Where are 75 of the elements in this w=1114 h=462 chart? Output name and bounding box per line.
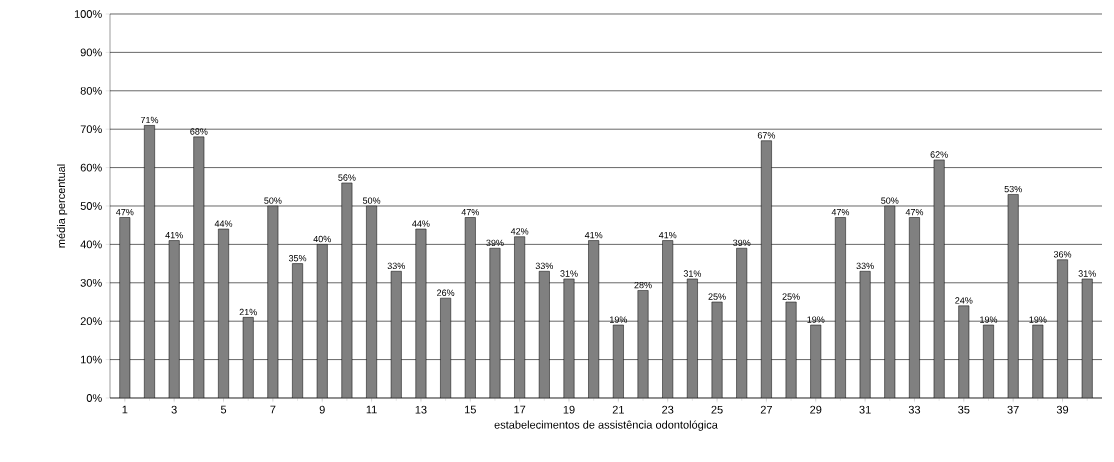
x-tick-label: 19 <box>563 405 575 414</box>
y-tick-label: 40% <box>80 240 102 249</box>
y-tick-label: 60% <box>80 163 102 172</box>
data-label: 47% <box>905 209 924 216</box>
data-label: 41% <box>658 232 677 239</box>
data-label: 33% <box>856 262 874 270</box>
data-label: 62% <box>930 151 948 158</box>
data-label: 36% <box>1053 251 1072 258</box>
y-tick-label: 0% <box>86 394 102 402</box>
data-label: 19% <box>980 316 998 323</box>
data-label: 47% <box>461 209 479 216</box>
data-label: 39% <box>733 239 751 247</box>
x-tick-label: 7 <box>270 405 276 414</box>
x-tick-label: 13 <box>415 405 427 414</box>
data-label: 42% <box>510 228 529 235</box>
data-label: 50% <box>881 197 899 204</box>
x-tick-label: 17 <box>514 405 526 414</box>
data-label: 71% <box>140 116 159 124</box>
bar <box>563 278 575 398</box>
y-tick-label: 100% <box>74 10 102 18</box>
data-label: 31% <box>560 270 578 277</box>
data-label: 39% <box>486 239 504 247</box>
x-tick-label: 11 <box>366 405 377 414</box>
data-label: 53% <box>1004 185 1022 193</box>
data-label: 24% <box>955 297 973 304</box>
data-label: 56% <box>338 174 356 181</box>
data-label: 33% <box>535 262 553 270</box>
x-tick-label: 5 <box>220 405 227 414</box>
y-axis-title: média percentual <box>56 164 68 248</box>
x-tick-label: 33 <box>908 405 921 414</box>
data-label: 19% <box>1029 316 1047 323</box>
x-tick-label: 35 <box>958 405 970 414</box>
data-label: 50% <box>264 197 282 204</box>
x-tick-label: 23 <box>662 405 674 414</box>
x-tick-label: 9 <box>319 405 325 414</box>
data-label: 41% <box>165 232 183 239</box>
data-label: 35% <box>288 255 307 262</box>
x-tick-label: 31 <box>859 405 871 414</box>
x-tick-label: 29 <box>810 405 822 414</box>
data-label: 67% <box>757 132 776 139</box>
data-label: 31% <box>683 270 702 277</box>
data-label: 28% <box>634 281 652 289</box>
data-label: 21% <box>239 308 257 316</box>
data-label: 26% <box>437 289 455 296</box>
x-tick-label: 3 <box>171 405 177 414</box>
data-label: 68% <box>190 128 208 135</box>
data-label: 25% <box>782 293 800 300</box>
data-label: 47% <box>831 209 850 216</box>
data-label: 33% <box>387 262 405 270</box>
x-tick-label: 39 <box>1056 405 1069 414</box>
y-tick-label: 50% <box>80 202 102 210</box>
y-tick-label: 70% <box>80 125 102 134</box>
y-tick-label: 10% <box>81 355 102 364</box>
data-label: 50% <box>362 197 381 204</box>
data-label: 44% <box>412 220 430 227</box>
data-label: 40% <box>313 235 331 243</box>
x-axis-title: estabelecimentos de assistência odontológica <box>494 420 718 431</box>
data-label: 41% <box>584 232 603 239</box>
y-tick-label: 30% <box>80 278 102 287</box>
data-label: 19% <box>807 316 825 323</box>
x-tick-label: 37 <box>1007 405 1019 414</box>
x-tick-label: 25 <box>711 405 723 414</box>
y-tick-label: 20% <box>80 317 102 326</box>
bar <box>637 290 649 398</box>
x-tick-label: 1 <box>122 405 128 414</box>
data-label: 47% <box>116 209 134 216</box>
data-label: 25% <box>708 293 726 300</box>
x-tick-label: 21 <box>612 405 624 414</box>
y-tick-label: 90% <box>80 48 102 57</box>
x-tick-label: 15 <box>465 405 476 414</box>
y-tick-label: 80% <box>80 86 102 95</box>
data-label: 44% <box>214 220 233 227</box>
x-tick-label: 27 <box>760 405 772 414</box>
data-label: 31% <box>1078 270 1096 277</box>
data-label: 19% <box>610 316 628 323</box>
